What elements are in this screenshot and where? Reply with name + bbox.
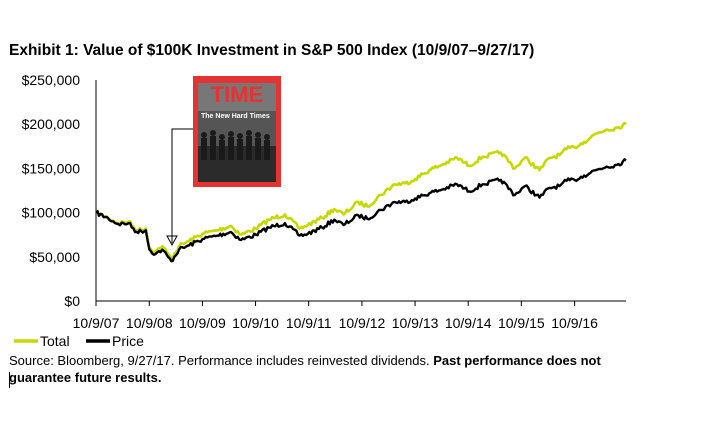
x-tick-label: 10/9/12 <box>339 315 386 331</box>
cover-crowd <box>201 130 270 160</box>
callout-arrow <box>166 128 193 247</box>
x-tick-label: 10/9/11 <box>286 315 332 331</box>
x-tick-label: 10/9/10 <box>232 315 279 331</box>
x-tick-label: 10/9/14 <box>445 315 492 331</box>
y-tick-label: $50,000 <box>29 249 80 265</box>
series-line-total <box>95 121 627 260</box>
legend: Total Price <box>14 333 144 349</box>
legend-label-total: Total <box>40 333 70 349</box>
x-axis: 10/9/07 10/9/08 10/9/09 10/9/10 10/9/11 10/9/… <box>73 300 626 331</box>
x-tick-label: 10/9/13 <box>392 315 439 331</box>
source-note: Source: Bloomberg, 9/27/17. Performance … <box>9 352 649 386</box>
series-line-price <box>95 158 627 263</box>
legend-label-price: Price <box>112 333 144 349</box>
chart-title: Exhibit 1: Value of $100K Investment in … <box>9 42 534 59</box>
y-tick-label: $250,000 <box>22 72 81 88</box>
source-text: Source: Bloomberg, 9/27/17. Performance … <box>9 353 430 368</box>
y-tick-label: $0 <box>64 293 80 309</box>
source-disclaimer: Past performance does not guarantee futu… <box>9 353 601 385</box>
text-cursor <box>9 372 10 388</box>
y-tick-label: $150,000 <box>22 160 81 176</box>
cover-masthead: TIME <box>211 82 264 107</box>
x-tick-label: 10/9/15 <box>498 315 545 331</box>
cover-headline: The New Hard Times <box>201 113 270 120</box>
y-tick-label: $100,000 <box>22 205 81 221</box>
x-tick-label: 10/9/07 <box>73 315 120 331</box>
x-tick-label: 10/9/09 <box>179 315 226 331</box>
x-tick-label: 10/9/08 <box>126 315 173 331</box>
time-magazine-cover-image: TIME The New Hard Times <box>193 76 281 187</box>
y-axis-tick-labels: $0 $50,000 $100,000 $150,000 $200,000 $250,00… <box>22 72 81 309</box>
series-lines <box>95 121 627 263</box>
x-tick-label: 10/9/16 <box>551 315 598 331</box>
y-tick-label: $200,000 <box>22 116 81 132</box>
